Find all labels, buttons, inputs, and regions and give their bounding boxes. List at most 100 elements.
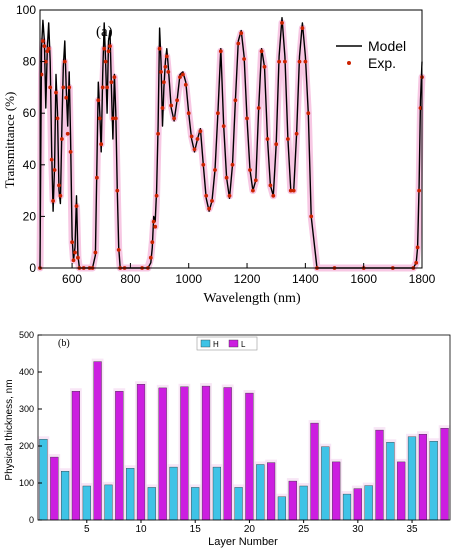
exp-point <box>154 193 159 198</box>
bar-l <box>440 428 449 521</box>
exp-point <box>216 111 220 116</box>
bar-h <box>342 493 352 521</box>
exp-point <box>221 124 226 128</box>
x-tick-label: 20 <box>244 524 256 535</box>
exp-point <box>116 248 121 252</box>
legend-box <box>196 336 258 351</box>
bar-l <box>310 422 319 521</box>
x-tick-label: 1400 <box>292 272 319 286</box>
exp-point <box>148 255 153 260</box>
exp-point <box>242 57 247 61</box>
exp-point <box>70 240 74 245</box>
y-tick-label: 100 <box>16 3 36 17</box>
exp-point <box>274 142 279 147</box>
exp-point <box>42 44 47 48</box>
exp-point <box>64 95 69 100</box>
plot-frame <box>37 334 451 521</box>
exp-point <box>248 168 252 172</box>
legend-h-label: H <box>213 340 219 349</box>
exp-point <box>160 106 165 110</box>
thickness-chart: (b) 0 100 200 300 400 500 5 10 15 20 25 30 35 Layer… <box>4 330 451 548</box>
exp-point <box>99 142 104 147</box>
exp-point <box>251 188 255 193</box>
y-tick-label: 20 <box>23 209 37 223</box>
exp-point <box>67 85 72 90</box>
bar-h <box>39 439 48 521</box>
x-tick-label: 35 <box>406 524 418 535</box>
exp-point <box>210 199 214 203</box>
exp-point <box>93 250 98 255</box>
bar-h <box>256 464 265 521</box>
exp-point <box>189 134 194 139</box>
exp-point <box>218 49 223 54</box>
exp-point <box>414 260 419 265</box>
exp-point <box>157 46 162 51</box>
legend: H L <box>196 336 258 351</box>
exp-point <box>207 206 212 211</box>
x-tick-label: 1600 <box>350 272 377 286</box>
exp-point <box>105 85 109 90</box>
exp-point <box>100 85 105 90</box>
y-tick-label: 200 <box>19 441 34 451</box>
bar-h <box>364 485 373 521</box>
bar-l <box>158 387 167 521</box>
bar-h <box>429 441 438 521</box>
exp-point <box>60 137 64 141</box>
bar-plot-area <box>37 334 451 521</box>
exp-point <box>303 59 308 64</box>
exp-point <box>39 72 44 77</box>
exp-point <box>265 137 270 141</box>
exp-point <box>48 85 53 90</box>
exp-point <box>417 188 421 193</box>
x-tick-label: 30 <box>352 524 364 535</box>
bar-h <box>407 436 417 521</box>
legend: Model Exp. <box>336 38 406 71</box>
exp-point <box>150 240 155 245</box>
x-tick-label: 5 <box>84 524 90 535</box>
plot-frame <box>39 9 423 269</box>
exp-point <box>294 131 299 136</box>
y-axis: 0 100 200 300 400 500 <box>19 330 42 525</box>
exp-point <box>286 137 290 141</box>
bar-h <box>234 487 243 521</box>
bar-h <box>82 485 91 521</box>
exp-point <box>113 116 118 121</box>
bar-h <box>169 466 178 521</box>
legend-model-label: Model <box>368 38 406 54</box>
bar-h <box>147 487 156 521</box>
y-tick-label: 100 <box>19 478 34 488</box>
legend-exp-label: Exp. <box>368 55 396 71</box>
exp-point <box>172 116 177 121</box>
exp-point <box>43 59 48 64</box>
bar-l <box>353 488 362 521</box>
exp-point <box>283 59 287 64</box>
exp-point <box>280 21 284 25</box>
y-tick-label: 300 <box>19 404 34 414</box>
exp-point <box>256 106 261 110</box>
bar-l <box>136 384 146 521</box>
exp-point <box>418 106 423 110</box>
exp-point <box>151 219 156 224</box>
transmittance-chart: (a) 0 20 40 60 80 100 600 800 1000 1200 1400 1600 1… <box>2 3 436 306</box>
bar-h <box>61 471 70 521</box>
exp-point <box>102 46 107 51</box>
bar-l <box>71 391 81 521</box>
exp-point <box>153 224 158 229</box>
x-axis: 600 800 1000 1200 1400 1600 1800 <box>62 263 436 286</box>
y-tick-label: 500 <box>19 330 34 340</box>
exp-point <box>97 116 102 121</box>
exp-point <box>62 59 67 64</box>
exp-point <box>230 162 235 167</box>
exp-point <box>71 258 76 263</box>
bar-l <box>267 462 276 521</box>
exp-point <box>164 54 169 59</box>
exp-point <box>74 204 79 209</box>
exp-point <box>239 31 244 36</box>
exp-point <box>106 49 111 54</box>
exp-point <box>181 72 185 77</box>
exp-point <box>73 250 77 255</box>
exp-point <box>162 80 166 85</box>
exp-point <box>109 80 114 85</box>
exp-point <box>291 188 296 193</box>
exp-point <box>49 157 54 162</box>
